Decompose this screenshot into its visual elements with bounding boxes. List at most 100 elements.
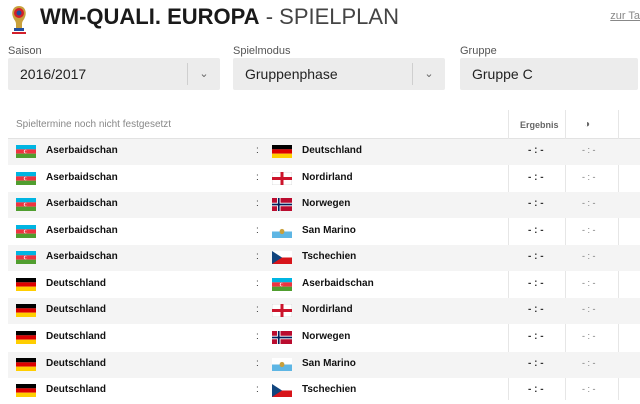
match-result: - : - — [528, 304, 544, 315]
home-team[interactable]: Aserbaidschan — [46, 225, 118, 236]
title-competition: WM-QUALI. EUROPA — [40, 4, 260, 29]
gruppe-select[interactable]: Gruppe C — [460, 58, 638, 90]
halftime-result: - : - — [582, 172, 596, 182]
table-header: Spieltermine noch nicht festgesetzt Erge… — [8, 110, 640, 139]
gruppe-value: Gruppe C — [472, 66, 533, 82]
halftime-result: - : - — [582, 331, 596, 341]
table-row[interactable]: Deutschland: Norwegen - : - - : - — [8, 325, 640, 351]
home-team[interactable]: Deutschland — [46, 331, 107, 342]
score-separator: : — [256, 304, 259, 315]
away-team[interactable]: Deutschland — [302, 145, 363, 156]
flag-northern-ireland-icon — [272, 304, 292, 317]
spielmodus-value: Gruppenphase — [245, 66, 338, 82]
home-team[interactable]: Deutschland — [46, 304, 107, 315]
flag-azerbaijan-icon — [272, 278, 292, 291]
flag-azerbaijan-icon — [16, 145, 36, 158]
score-separator: : — [256, 358, 259, 369]
home-team[interactable]: Aserbaidschan — [46, 251, 118, 262]
title-separator: - — [259, 4, 280, 29]
spielmodus-label: Spielmodus — [233, 45, 291, 57]
flag-northern-ireland-icon — [272, 172, 292, 185]
halftime-result: - : - — [582, 251, 596, 261]
away-team[interactable]: Nordirland — [302, 304, 353, 315]
saison-label: Saison — [8, 45, 42, 57]
halftime-column-header: ◑ — [584, 119, 591, 130]
score-separator: : — [256, 278, 259, 289]
flag-germany-icon — [16, 358, 36, 371]
table-row[interactable]: Deutschland: Tschechien - : - - : - — [8, 378, 640, 404]
world-cup-logo — [12, 6, 26, 34]
match-result: - : - — [528, 225, 544, 236]
home-team[interactable]: Aserbaidschan — [46, 145, 118, 156]
top-link[interactable]: zur Ta — [610, 10, 640, 22]
flag-germany-icon — [272, 145, 292, 158]
table-row[interactable]: Aserbaidschan: Tschechien - : - - : - — [8, 245, 640, 271]
flag-germany-icon — [16, 331, 36, 344]
gruppe-label: Gruppe — [460, 45, 497, 57]
score-separator: : — [256, 172, 259, 183]
flag-germany-icon — [16, 278, 36, 291]
flag-azerbaijan-icon — [16, 251, 36, 264]
halftime-result: - : - — [582, 145, 596, 155]
match-result: - : - — [528, 278, 544, 289]
score-separator: : — [256, 225, 259, 236]
away-team[interactable]: Tschechien — [302, 251, 357, 262]
match-result: - : - — [528, 172, 544, 183]
table-row[interactable]: Aserbaidschan: San Marino - : - - : - — [8, 219, 640, 245]
away-team[interactable]: San Marino — [302, 358, 356, 369]
away-team[interactable]: Aserbaidschan — [302, 278, 374, 289]
table-row[interactable]: Deutschland: San Marino - : - - : - — [8, 352, 640, 378]
halftime-result: - : - — [582, 384, 596, 394]
chevron-down-icon[interactable]: ⌄ — [412, 63, 445, 85]
flag-czech-republic-icon — [272, 384, 292, 397]
schedule-note: Spieltermine noch nicht festgesetzt — [16, 119, 172, 130]
home-team[interactable]: Deutschland — [46, 358, 107, 369]
halftime-result: - : - — [582, 278, 596, 288]
away-team[interactable]: Nordirland — [302, 172, 353, 183]
halftime-result: - : - — [582, 225, 596, 235]
saison-value: 2016/2017 — [20, 66, 87, 82]
table-row[interactable]: Deutschland: Nordirland - : - - : - — [8, 298, 640, 324]
home-team[interactable]: Aserbaidschan — [46, 198, 118, 209]
result-column-header: Ergebnis — [520, 120, 559, 130]
away-team[interactable]: Norwegen — [302, 198, 351, 209]
table-row[interactable]: Aserbaidschan: Nordirland - : - - : - — [8, 166, 640, 192]
spielmodus-select[interactable]: Gruppenphase ⌄ — [233, 58, 445, 90]
home-team[interactable]: Aserbaidschan — [46, 172, 118, 183]
away-team[interactable]: San Marino — [302, 225, 356, 236]
match-result: - : - — [528, 384, 544, 395]
score-separator: : — [256, 331, 259, 342]
title-section: SPIELPLAN — [279, 4, 399, 29]
halftime-result: - : - — [582, 358, 596, 368]
score-separator: : — [256, 198, 259, 209]
score-separator: : — [256, 251, 259, 262]
table-row[interactable]: Aserbaidschan: Deutschland - : - - : - — [8, 139, 640, 165]
score-separator: : — [256, 145, 259, 156]
match-result: - : - — [528, 251, 544, 262]
halftime-result: - : - — [582, 304, 596, 314]
match-result: - : - — [528, 358, 544, 369]
flag-germany-icon — [16, 304, 36, 317]
match-result: - : - — [528, 145, 544, 156]
away-team[interactable]: Norwegen — [302, 331, 351, 342]
flag-germany-icon — [16, 384, 36, 397]
match-result: - : - — [528, 331, 544, 342]
match-result: - : - — [528, 198, 544, 209]
flag-san-marino-icon — [272, 225, 292, 238]
score-separator: : — [256, 384, 259, 395]
flag-azerbaijan-icon — [16, 198, 36, 211]
flag-azerbaijan-icon — [16, 172, 36, 185]
page-title: WM-QUALI. EUROPA - SPIELPLAN — [40, 4, 399, 30]
table-row[interactable]: Aserbaidschan: Norwegen - : - - : - — [8, 192, 640, 218]
saison-select[interactable]: 2016/2017 ⌄ — [8, 58, 220, 90]
flag-norway-icon — [272, 331, 292, 344]
table-row[interactable]: Deutschland: Aserbaidschan - : - - : - — [8, 272, 640, 298]
home-team[interactable]: Deutschland — [46, 278, 107, 289]
halftime-result: - : - — [582, 198, 596, 208]
away-team[interactable]: Tschechien — [302, 384, 357, 395]
chevron-down-icon[interactable]: ⌄ — [187, 63, 220, 85]
flag-norway-icon — [272, 198, 292, 211]
flag-san-marino-icon — [272, 358, 292, 371]
home-team[interactable]: Deutschland — [46, 384, 107, 395]
flag-azerbaijan-icon — [16, 225, 36, 238]
